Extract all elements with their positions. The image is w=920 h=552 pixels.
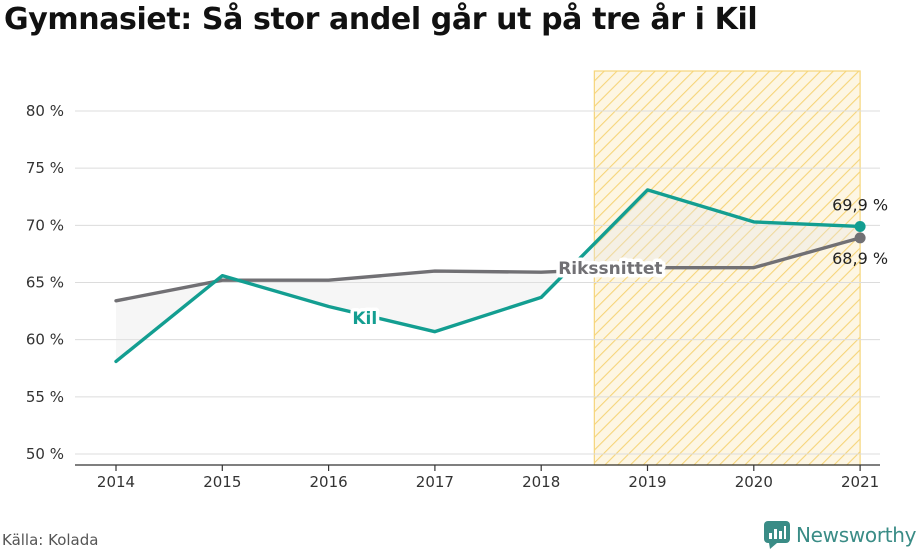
y-tick-label: 80 % bbox=[26, 102, 64, 120]
source-note: Källa: Kolada bbox=[2, 531, 99, 549]
brand-logo: Newsworthy bbox=[764, 520, 917, 550]
x-tick-label: 2015 bbox=[203, 473, 241, 491]
x-tick-label: 2019 bbox=[628, 473, 666, 491]
x-tick-label: 2018 bbox=[522, 473, 560, 491]
kil-series-line bbox=[114, 188, 862, 364]
riks-series-label: Rikssnittet bbox=[558, 259, 662, 279]
newsworthy-logo-icon bbox=[764, 521, 790, 549]
x-tick-label: 2017 bbox=[416, 473, 454, 491]
y-tick-label: 70 % bbox=[26, 216, 64, 234]
riks-series-label-halo: Rikssnittet bbox=[558, 259, 662, 279]
x-tick-label: 2014 bbox=[97, 473, 135, 491]
y-tick-label: 65 % bbox=[26, 274, 64, 292]
kil-series-line-end-point bbox=[854, 220, 866, 232]
kil-series-label: Kil bbox=[352, 309, 377, 329]
difference-area bbox=[116, 189, 861, 362]
y-tick-label: 75 % bbox=[26, 159, 64, 177]
brand-name: Newsworthy bbox=[796, 523, 917, 547]
kil-end-value-label: 69,9 % bbox=[832, 195, 888, 214]
y-tick-label: 55 % bbox=[26, 388, 64, 406]
kil-series-label-halo: Kil bbox=[352, 309, 377, 329]
x-tick-label: 2016 bbox=[310, 473, 348, 491]
y-tick-label: 50 % bbox=[26, 445, 64, 463]
y-tick-label: 60 % bbox=[26, 331, 64, 349]
x-tick-label: 2020 bbox=[735, 473, 773, 491]
riks-series-line-end-point bbox=[854, 232, 866, 244]
riks-end-value-label: 68,9 % bbox=[832, 249, 888, 268]
chart-title: Gymnasiet: Så stor andel går ut på tre å… bbox=[4, 2, 758, 37]
x-tick-label: 2021 bbox=[841, 473, 879, 491]
